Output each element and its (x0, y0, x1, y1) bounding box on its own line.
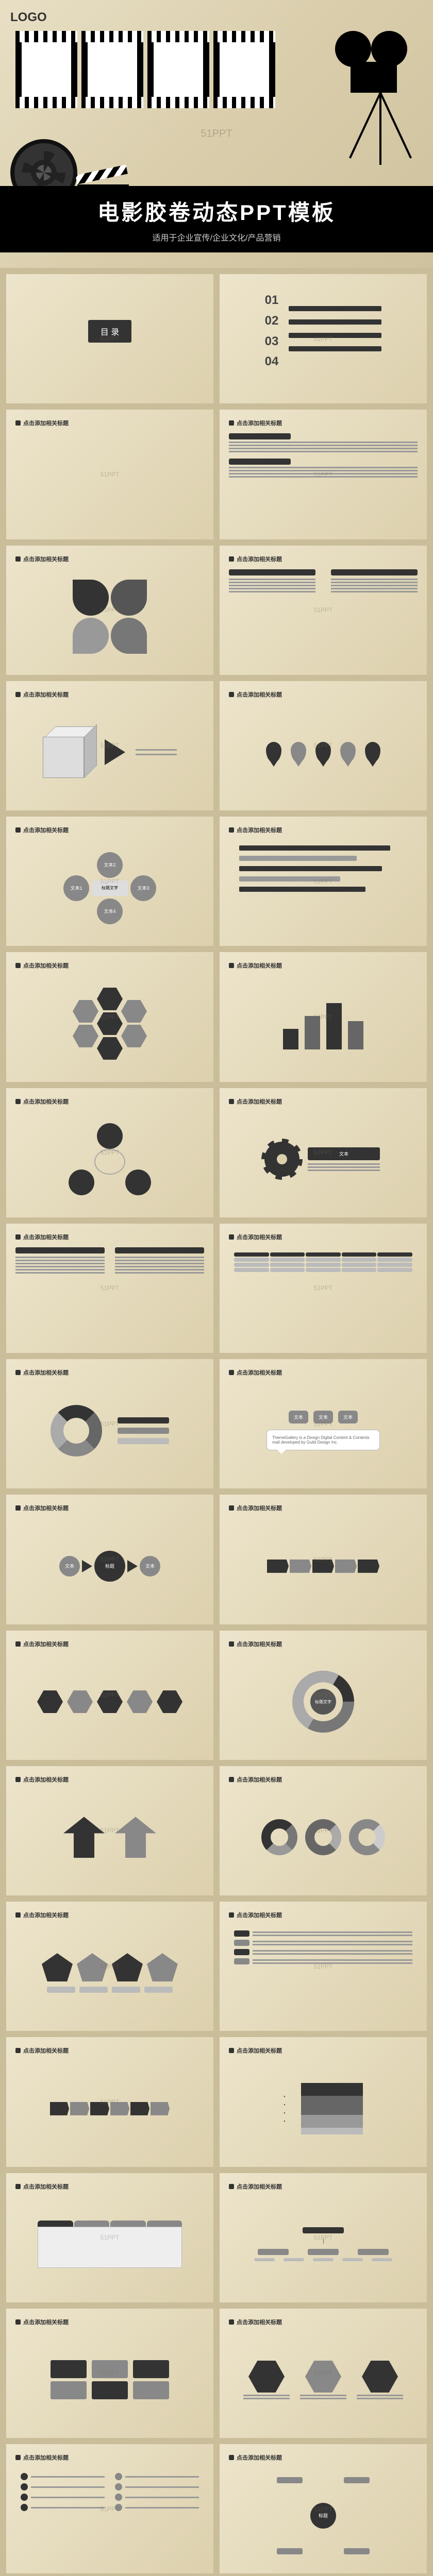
title-band: 电影胶卷动态PPT模板 适用于企业宣传/企业文化/产品营销 (0, 186, 433, 252)
arrow-up-icon (63, 1817, 105, 1858)
film-frame (213, 31, 275, 108)
slide-chevron-flow: 点击添加相关标题 51PPT (220, 1495, 427, 1624)
slide-data-rows: 点击添加相关标题 51PPT (220, 1902, 427, 2031)
cycle-diagram: 标题文字 (292, 1671, 354, 1733)
slide-three-donuts: 点击添加相关标题 51PPT (220, 1766, 427, 1895)
slide-list-dots: 点击添加相关标题 51PPT (6, 2444, 213, 2573)
slide-timeline: 点击添加相关标题 51PPT (6, 2037, 213, 2166)
slide-boxes-grid: 点击添加相关标题 51PPT (6, 2309, 213, 2438)
slide-progress-bars: 点击添加相关标题 51PPT (220, 817, 427, 946)
pin-icon (340, 742, 356, 762)
film-frame (15, 31, 77, 108)
pin-icon (315, 742, 331, 762)
toc-bars (289, 306, 381, 357)
slide-section: 点击添加相关标题 51PPT (6, 410, 213, 539)
gear-icon (267, 1144, 297, 1175)
slide-gear: 点击添加相关标题 文本 51PPT (220, 1088, 427, 1217)
slide-cube-arrow: 点击添加相关标题 51PPT (6, 681, 213, 810)
logo-text: LOGO (10, 10, 47, 25)
slides-grid: 目 录 51PPT 01 02 03 04 51PPT 点击添加相关标题 51P… (0, 268, 433, 2576)
slide-toc-list: 01 02 03 04 51PPT (220, 274, 427, 403)
slide-flow-circles: 点击添加相关标题 文本 标题 文本 51PPT (6, 1495, 213, 1624)
slide-tri-cycle: 点击添加相关标题 标题文字 51PPT (220, 1631, 427, 1760)
slide-table: 点击添加相关标题 51PPT (220, 1224, 427, 1353)
slide-tri-circle: 点击添加相关标题 51PPT (6, 1088, 213, 1217)
petal-shape (73, 580, 109, 616)
slide-vbar-chart: 点击添加相关标题 51PPT (220, 952, 427, 1081)
cover-subtitle: 适用于企业宣传/企业文化/产品营销 (0, 231, 433, 243)
toc-numbers: 01 02 03 04 (265, 292, 279, 370)
arrow-up-icon (115, 1817, 156, 1858)
slide-bullets-grid: 点击添加相关标题 51PPT (220, 546, 427, 675)
toc-heading: 目 录 (88, 320, 131, 343)
watermark: 51PPT (201, 128, 232, 140)
slide-stacked-bar: 点击添加相关标题 ▪▪▪▪ 51PPT (220, 2037, 427, 2166)
slide-four-petal: 点击添加相关标题 51PPT (6, 546, 213, 675)
film-frame (81, 31, 143, 108)
cover-slide: LOGO 51PPT 电影胶卷动态PPT模板 适用于企业宣传/企业文化/产品营销 (0, 0, 433, 268)
cube-icon (43, 726, 94, 778)
slide-donut: 点击添加相关标题 51PPT (6, 1359, 213, 1488)
petal-shape (111, 618, 147, 654)
slide-hex-cluster: 点击添加相关标题 51PPT (6, 952, 213, 1081)
slide-two-col-text: 点击添加相关标题 51PPT (6, 1224, 213, 1353)
slide-toc-title: 目 录 51PPT (6, 274, 213, 403)
camera-icon (314, 21, 418, 165)
pin-icon (266, 742, 281, 762)
speech-bubble: ThemeGallery is a Design Digital Content… (267, 1430, 380, 1450)
slide-arrows-up: 点击添加相关标题 51PPT (6, 1766, 213, 1895)
slide-pentagon-row: 点击添加相关标题 51PPT (6, 1902, 213, 2031)
film-strip (15, 31, 275, 108)
bar-chart (283, 998, 363, 1049)
slide-hex-row: 点击添加相关标题 51PPT (6, 1631, 213, 1760)
slide-pins: 点击添加相关标题 51PPT (220, 681, 427, 810)
slide-speech-bubble: 点击添加相关标题 文本 文本 文本 ThemeGallery is a Desi… (220, 1359, 427, 1488)
petal-shape (73, 618, 109, 654)
pin-icon (365, 742, 380, 762)
slide-text-block: 点击添加相关标题 51PPT (220, 410, 427, 539)
slide-hex-pair: 点击添加相关标题 51PPT (220, 2309, 427, 2438)
donut-chart (51, 1405, 102, 1456)
slide-org-chart: 点击添加相关标题 51PPT (220, 2173, 427, 2302)
cover-title: 电影胶卷动态PPT模板 (0, 195, 433, 227)
slide-circle-cross: 点击添加相关标题 文本2 文本1 文本3 文本4 标题文字 51PPT (6, 817, 213, 946)
chevron (267, 1560, 289, 1573)
arrow-right-icon (105, 739, 125, 765)
slide-radial: 点击添加相关标题 标题 51PPT (220, 2444, 427, 2573)
film-frame (147, 31, 209, 108)
petal-shape (111, 580, 147, 616)
slide-tabs: 点击添加相关标题 51PPT (6, 2173, 213, 2302)
pin-icon (291, 742, 306, 762)
